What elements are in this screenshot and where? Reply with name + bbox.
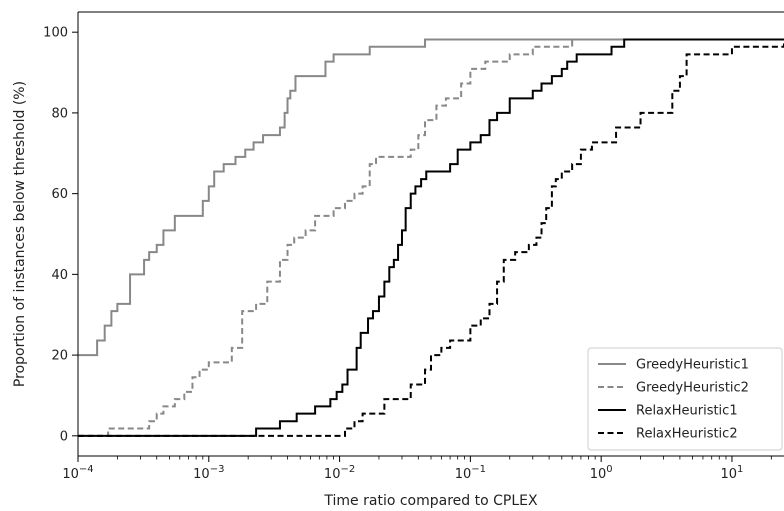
series-line-3	[78, 38, 784, 437]
legend-label: RelaxHeuristic1	[636, 404, 738, 419]
y-ticks: 0 20 40 60 80 100	[43, 26, 78, 444]
x-tick-exponent: −3	[210, 464, 225, 475]
x-tick-base: 10	[455, 467, 472, 482]
legend-label: RelaxHeuristic2	[636, 427, 738, 442]
x-tick-base: 10	[720, 467, 737, 482]
x-axis-title: Time ratio compared to CPLEX	[323, 493, 538, 509]
series-layer	[78, 38, 784, 437]
x-tick-exponent: −2	[340, 464, 355, 475]
x-tick-base: 10	[590, 467, 607, 482]
x-tick-exponent: −4	[79, 464, 94, 475]
x-tick-base: 10	[324, 467, 341, 482]
series-line-4	[78, 39, 784, 437]
x-tick-base: 10	[193, 467, 210, 482]
x-tick-base: 10	[62, 467, 79, 482]
x-tick-exponent: 1	[737, 464, 743, 475]
x-tick-label: 10−1	[455, 464, 486, 482]
x-tick-exponent: 0	[606, 464, 612, 475]
series-line-2	[78, 38, 784, 437]
y-tick-label: 40	[51, 268, 68, 283]
legend-label: GreedyHeuristic1	[636, 358, 749, 373]
y-tick-label: 100	[43, 26, 68, 41]
y-tick-label: 60	[51, 187, 68, 202]
x-tick-label: 10−2	[324, 464, 355, 482]
legend-box	[587, 347, 783, 451]
series-line-1	[78, 38, 784, 357]
y-tick-label: 20	[51, 349, 68, 364]
x-tick-label: 10−4	[62, 464, 93, 482]
x-ticks: 10−4 10−3 10−2 10−1 100 101	[62, 456, 772, 482]
y-tick-label: 80	[51, 106, 68, 121]
y-axis-title: Proportion of instances below threshold …	[12, 81, 28, 387]
legend: GreedyHeuristic1 GreedyHeuristic2 RelaxHeu…	[587, 347, 783, 451]
legend-label: GreedyHeuristic2	[636, 381, 749, 396]
x-tick-exponent: −1	[471, 464, 486, 475]
x-tick-label: 100	[590, 464, 613, 482]
y-tick-label: 0	[60, 429, 68, 444]
x-tick-label: 101	[720, 464, 743, 482]
x-tick-label: 10−3	[193, 464, 224, 482]
